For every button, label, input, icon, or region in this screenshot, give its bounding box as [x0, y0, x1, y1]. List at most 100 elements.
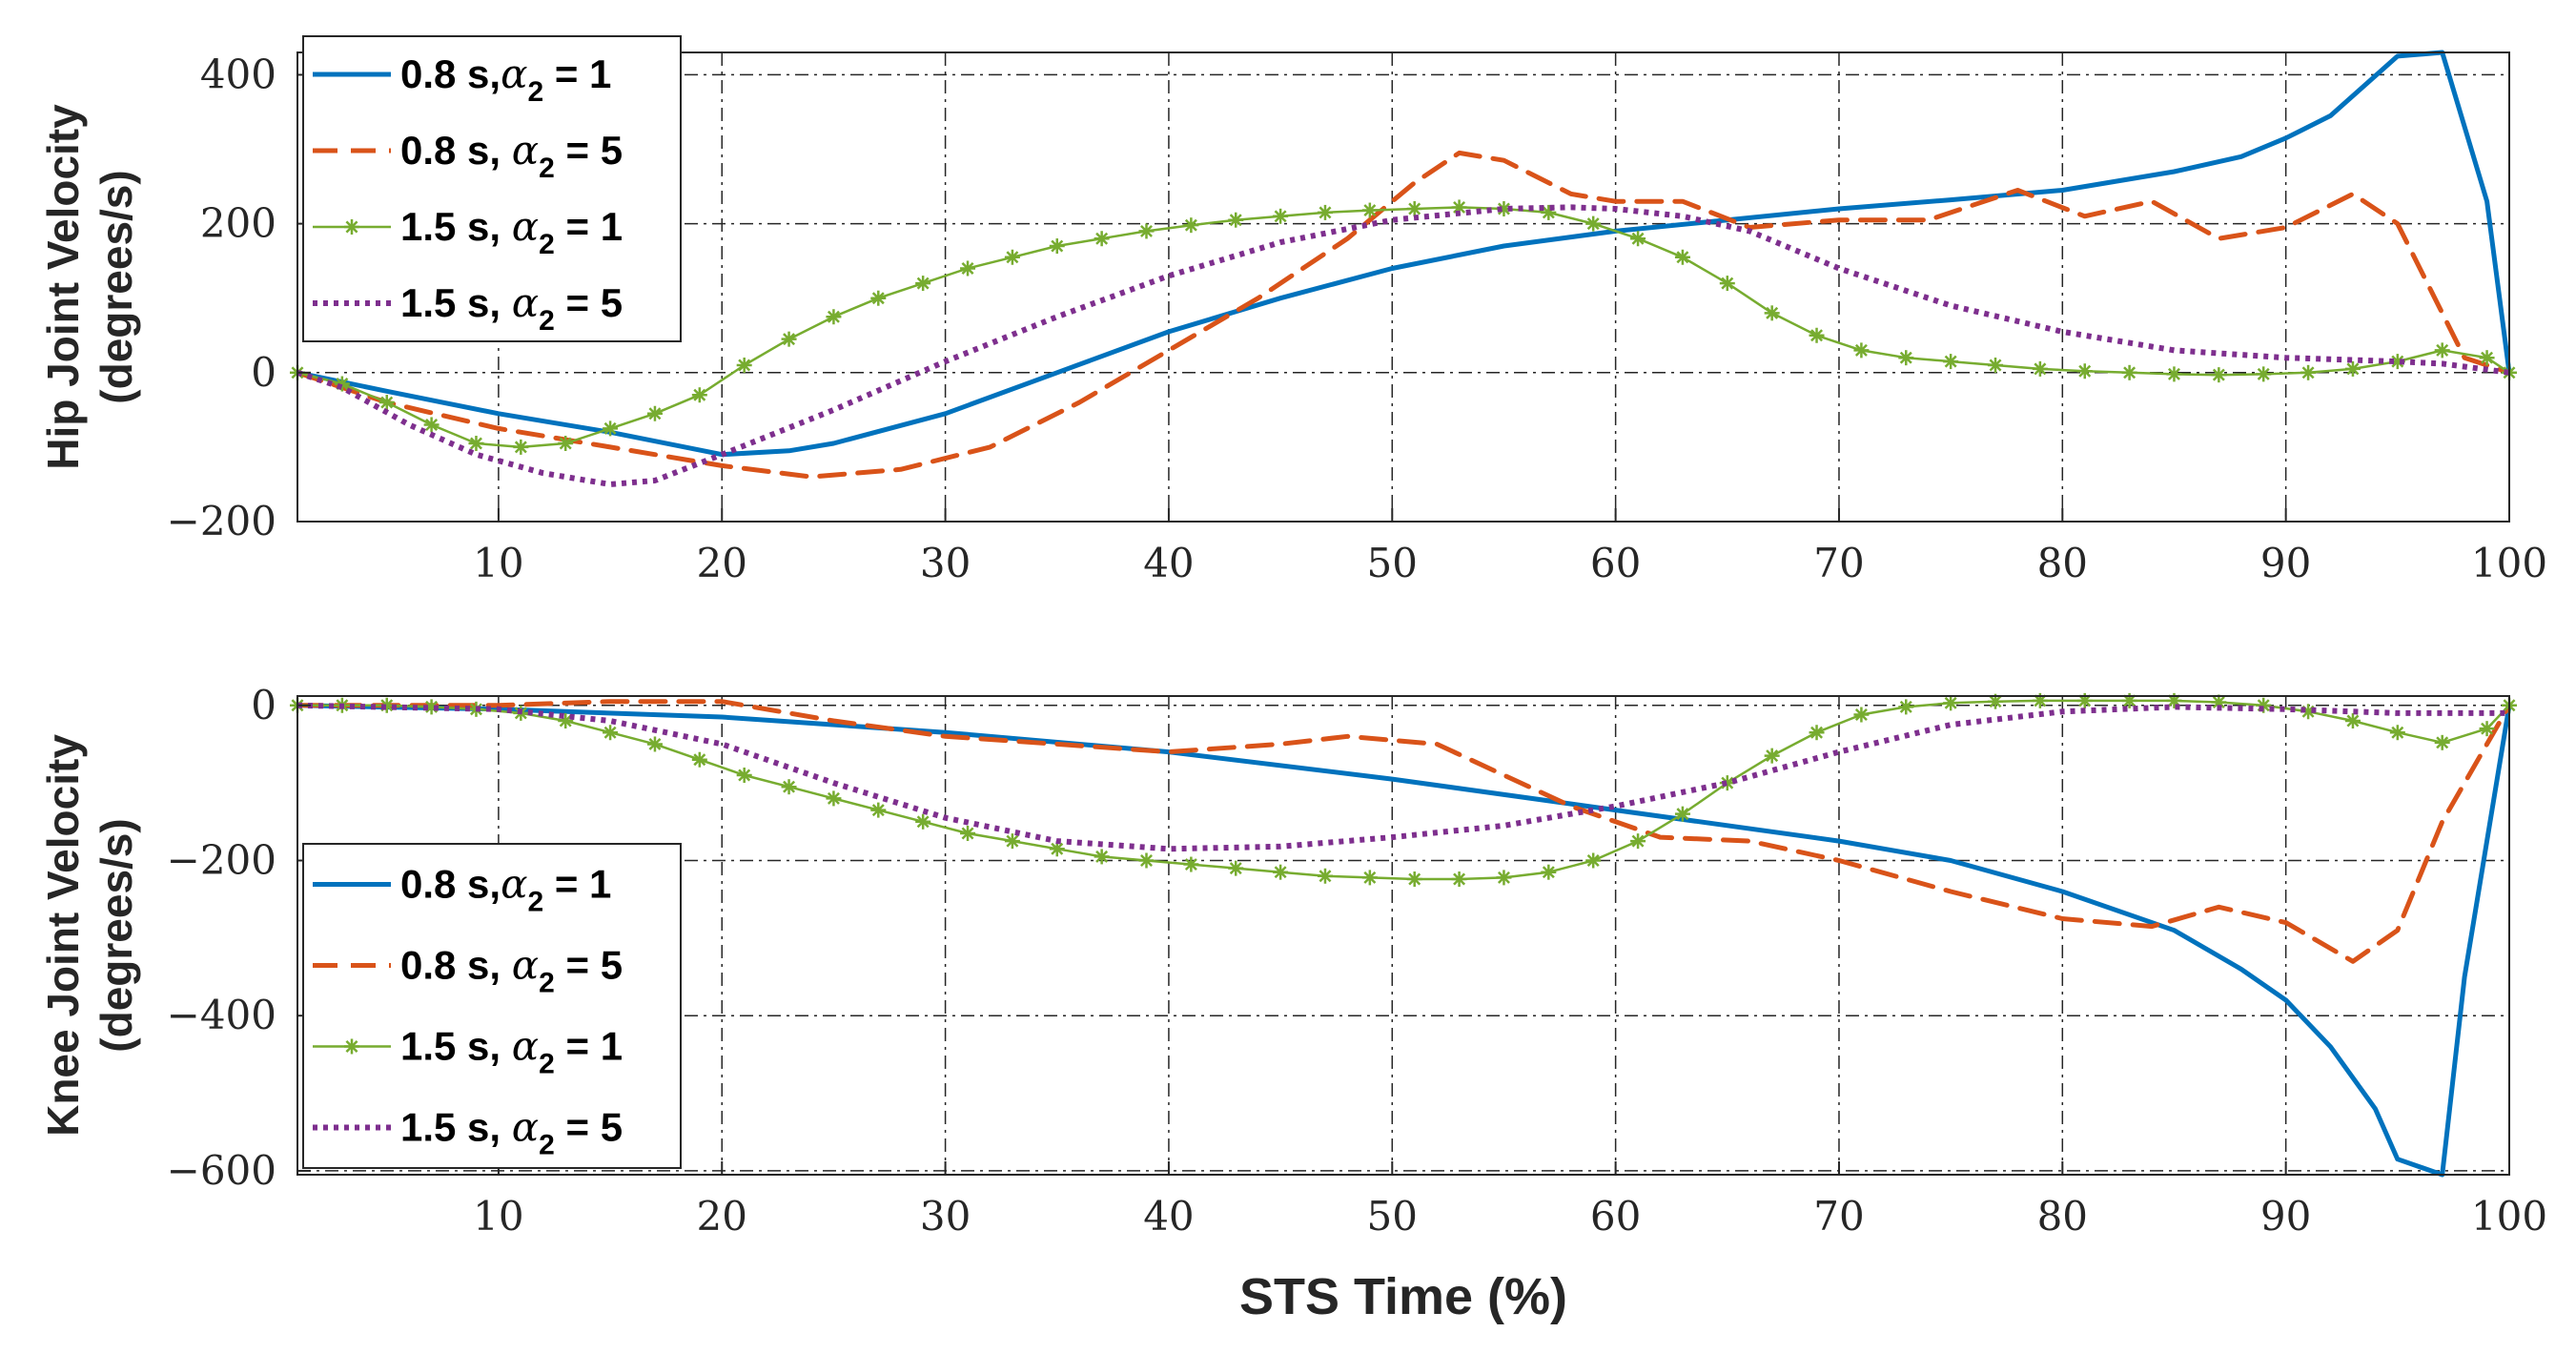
hip-legend-marker-3: [344, 219, 359, 235]
knee-x-tick-label: 60: [1590, 1193, 1641, 1240]
hip-series-point-3: [513, 439, 529, 455]
knee-series-point-3: [781, 779, 797, 795]
knee-series-point-3: [1585, 852, 1602, 869]
hip-series-point-3: [1004, 249, 1020, 265]
hip-x-tick-label: 50: [1367, 540, 1418, 586]
hip-series-point-3: [1049, 238, 1065, 255]
hip-x-tick-label: 70: [1813, 540, 1864, 586]
hip-series-point-3: [826, 309, 842, 325]
hip-series-point-3: [2211, 367, 2227, 383]
hip-series-point-3: [1228, 212, 1244, 228]
hip-series-point-3: [558, 436, 574, 451]
knee-series-point-3: [2479, 721, 2495, 737]
hip-legend-label-4: 1.5 s, α2 = 5: [400, 279, 623, 337]
hip-y-tick-label: 200: [200, 200, 276, 247]
knee-plot-area: [296, 695, 2510, 1176]
knee-series-point-3: [603, 725, 619, 741]
knee-series-point-3: [1541, 864, 1557, 880]
knee-series-line-4: [296, 702, 2509, 852]
knee-legend-label-2: 0.8 s, α2 = 5: [400, 942, 623, 999]
hip-series-point-3: [1585, 215, 1602, 232]
knee-y-tick-label: −600: [167, 1147, 276, 1194]
hip-y-tick-label: 400: [200, 51, 276, 97]
hip-x-tick-label: 80: [2037, 540, 2088, 586]
hip-x-tick-label: 40: [1143, 540, 1194, 586]
hip-series-point-3: [603, 420, 619, 437]
knee-series-point-3: [2389, 725, 2405, 741]
hip-series-point-3: [1809, 327, 1825, 343]
hip-series-point-3: [2300, 364, 2317, 380]
hip-series-point-3: [378, 395, 395, 411]
knee-velocity-chart: 0 −200 −400 −600 10 20 30 40 50 60 70 80 90 100 Knee…: [38, 682, 2547, 1240]
hip-plot-area: [296, 51, 2510, 523]
hip-series-point-3: [2166, 366, 2182, 382]
hip-y-axis-label-line1: Hip Joint Velocity: [38, 104, 88, 470]
hip-series-point-3: [423, 417, 440, 433]
hip-series-point-3: [1943, 354, 1959, 370]
hip-series-point-3: [915, 276, 931, 292]
hip-x-tick-label: 90: [2260, 540, 2311, 586]
hip-x-tick-label: 10: [473, 540, 523, 586]
hip-series-point-3: [1719, 276, 1735, 292]
knee-x-tick-label: 80: [2037, 1193, 2088, 1240]
knee-series-point-3: [1674, 806, 1690, 822]
knee-series-point-3: [1094, 849, 1110, 865]
knee-series-point-3: [691, 751, 707, 768]
x-axis-label: STS Time (%): [1239, 1268, 1567, 1325]
hip-series-point-3: [2344, 360, 2361, 377]
knee-series-point-3: [1809, 725, 1825, 741]
knee-series-point-3: [1004, 833, 1020, 850]
knee-series-point-3: [1451, 871, 1467, 888]
hip-y-axis-label-line2: (degrees/s): [92, 170, 141, 403]
hip-series-point-3: [960, 260, 976, 277]
knee-legend-label-4: 1.5 s, α2 = 5: [400, 1104, 623, 1161]
knee-legend: 0.8 s,α2 = 1 0.8 s, α2 = 5 1.5 s, α2 = 1 1.…: [302, 843, 682, 1169]
knee-series-line-1: [295, 703, 2512, 1178]
hip-series-point-3: [736, 358, 752, 373]
hip-y-tick-label: −200: [167, 498, 276, 544]
knee-legend-label-1: 0.8 s,α2 = 1: [400, 861, 611, 918]
hip-series-point-3: [468, 436, 484, 451]
hip-series-line-2: [295, 150, 2512, 480]
hip-series-point-3: [2256, 366, 2272, 382]
hip-legend-label-2: 0.8 s, α2 = 5: [400, 127, 623, 184]
knee-series-point-3: [736, 767, 752, 783]
knee-series-point-3: [646, 736, 663, 752]
knee-legend-box: [302, 843, 682, 1169]
knee-series-point-3: [1228, 860, 1244, 876]
hip-series-point-3: [691, 387, 707, 403]
knee-x-tick-label: 10: [473, 1193, 523, 1240]
knee-legend-label-3: 1.5 s, α2 = 1: [400, 1023, 623, 1080]
knee-series-point-3: [1764, 748, 1780, 764]
knee-series-point-3: [1853, 707, 1870, 723]
knee-x-tick-label: 20: [697, 1193, 747, 1240]
knee-series-point-3: [2434, 734, 2450, 750]
hip-series-point-3: [1183, 217, 1199, 234]
knee-series-point-3: [1361, 870, 1378, 886]
knee-y-axis-label-line2: (degrees/s): [92, 818, 141, 1052]
knee-x-tick-label: 100: [2471, 1193, 2547, 1240]
hip-series-point-3: [1630, 231, 1646, 247]
hip-series-point-3: [1273, 208, 1289, 224]
knee-series-point-3: [2076, 692, 2093, 708]
knee-series-point-3: [960, 826, 976, 842]
hip-series-point-3: [1406, 201, 1422, 216]
hip-series-point-3: [646, 405, 663, 421]
hip-series-line-1: [295, 50, 2512, 458]
hip-series-point-3: [2479, 350, 2495, 366]
hip-series-point-3: [2434, 342, 2450, 359]
knee-y-tick-label: −200: [167, 836, 276, 883]
hip-series-point-3: [870, 290, 887, 306]
knee-series-point-3: [1898, 699, 1914, 715]
knee-y-tick-label: 0: [251, 682, 276, 728]
hip-x-tick-label: 100: [2471, 540, 2547, 586]
knee-series-point-3: [1317, 868, 1333, 884]
hip-x-tick-label: 60: [1590, 540, 1641, 586]
knee-series-line-2: [295, 699, 2512, 964]
knee-x-tick-label: 90: [2260, 1193, 2311, 1240]
knee-x-tick-label: 50: [1367, 1193, 1418, 1240]
hip-series-point-3: [1898, 350, 1914, 366]
knee-y-tick-label: −400: [167, 992, 276, 1038]
hip-x-tick-label: 20: [697, 540, 747, 586]
